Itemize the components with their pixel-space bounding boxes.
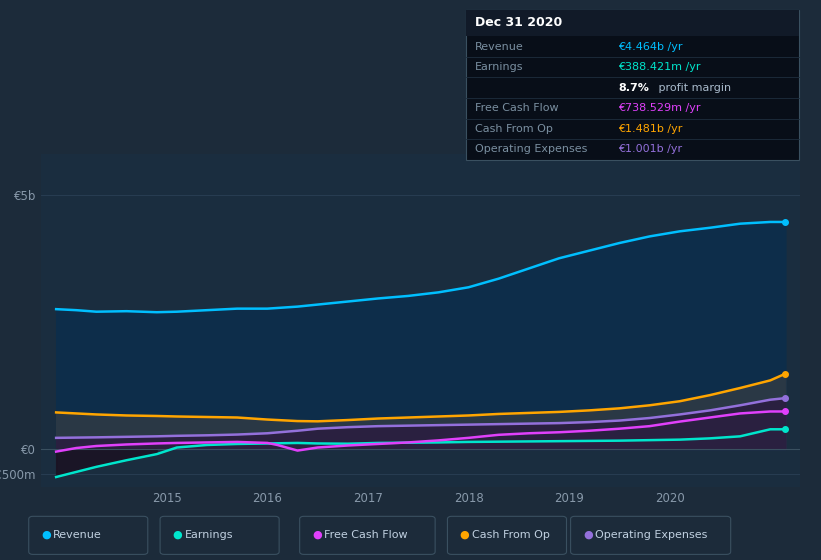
Text: Revenue: Revenue: [475, 41, 523, 52]
Text: €738.529m /yr: €738.529m /yr: [618, 103, 700, 113]
Text: Dec 31 2020: Dec 31 2020: [475, 16, 562, 30]
Text: ●: ●: [460, 530, 470, 540]
Text: €1.481b /yr: €1.481b /yr: [618, 124, 682, 134]
Text: profit margin: profit margin: [655, 83, 732, 93]
Text: Earnings: Earnings: [475, 62, 523, 72]
Text: Cash From Op: Cash From Op: [475, 124, 553, 134]
Text: 8.7%: 8.7%: [618, 83, 649, 93]
Text: ●: ●: [41, 530, 51, 540]
Text: Operating Expenses: Operating Expenses: [595, 530, 708, 540]
Text: ●: ●: [583, 530, 593, 540]
Text: Earnings: Earnings: [185, 530, 233, 540]
Text: Operating Expenses: Operating Expenses: [475, 144, 587, 155]
Text: €388.421m /yr: €388.421m /yr: [618, 62, 700, 72]
Text: Free Cash Flow: Free Cash Flow: [324, 530, 408, 540]
Text: €4.464b /yr: €4.464b /yr: [618, 41, 683, 52]
Text: Revenue: Revenue: [53, 530, 102, 540]
Text: Free Cash Flow: Free Cash Flow: [475, 103, 558, 113]
Text: ●: ●: [312, 530, 322, 540]
Text: €1.001b /yr: €1.001b /yr: [618, 144, 682, 155]
Text: Cash From Op: Cash From Op: [472, 530, 550, 540]
Text: ●: ●: [172, 530, 182, 540]
